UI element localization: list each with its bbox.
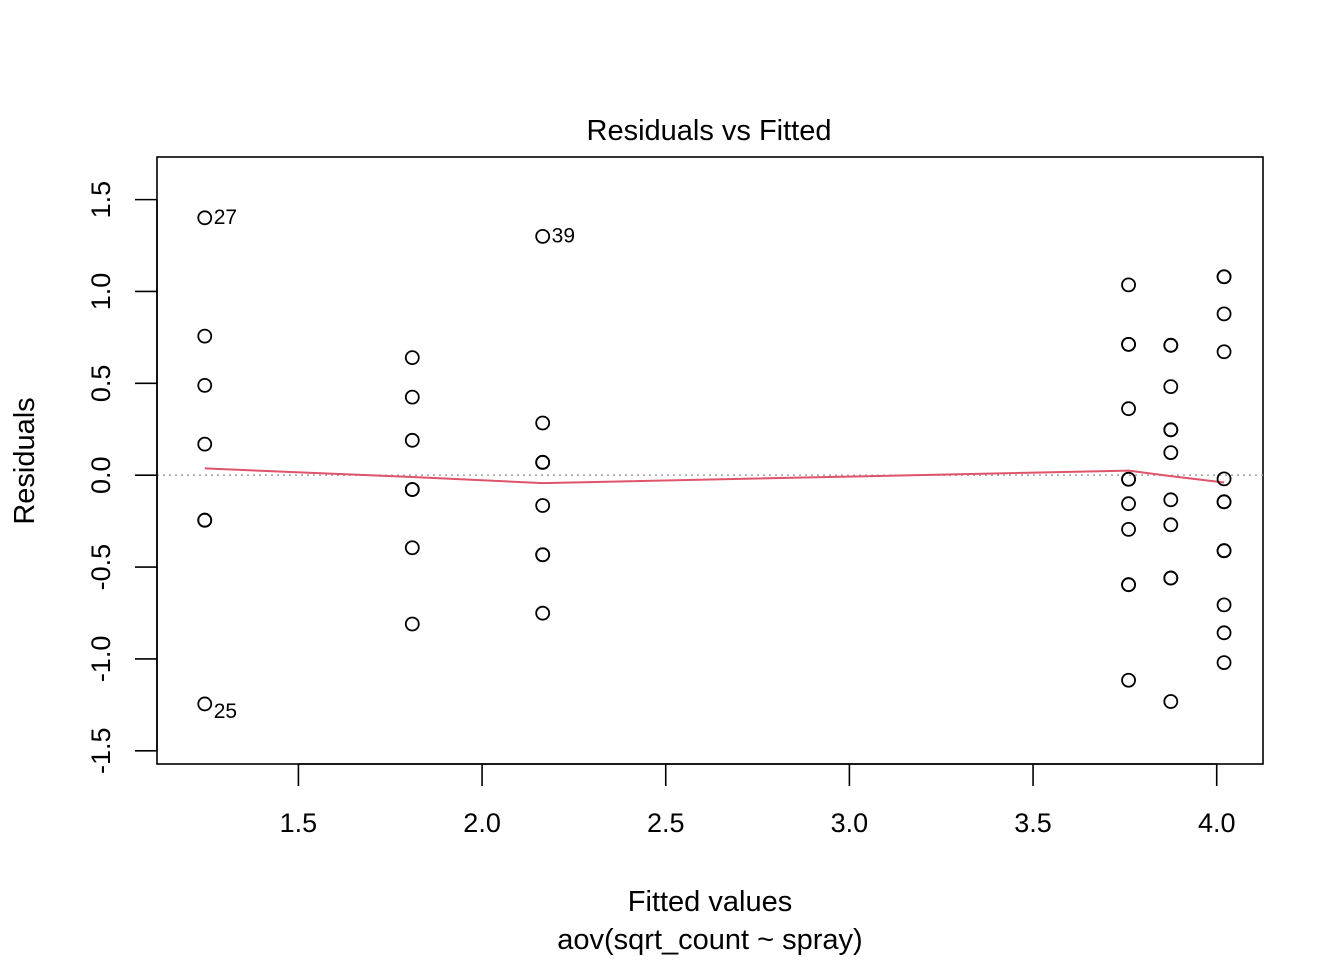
data-point [404, 389, 420, 405]
data-point [404, 432, 420, 448]
data-point [1216, 655, 1232, 670]
data-point [1163, 337, 1179, 353]
data-point [197, 377, 213, 393]
data-point [1121, 577, 1136, 593]
x-tick-label: 3.5 [1014, 808, 1052, 838]
data-point [1121, 672, 1136, 688]
data-point [1216, 306, 1232, 322]
data-point [1163, 422, 1179, 438]
data-point [1216, 625, 1232, 641]
x-tick-label: 4.0 [1198, 808, 1236, 838]
data-point [535, 498, 551, 513]
data-point [1216, 494, 1232, 510]
data-point [404, 350, 420, 366]
data-point [1121, 336, 1136, 352]
y-tick-label: -1.5 [86, 728, 116, 775]
data-point [535, 454, 551, 470]
plot-frame [156, 156, 1264, 765]
data-point [535, 547, 551, 563]
data-point [404, 540, 420, 556]
data-point [1216, 269, 1232, 285]
point-label: 39 [552, 224, 575, 247]
y-tick-label: 0.0 [86, 456, 116, 494]
data-point [197, 512, 213, 528]
y-axis-title: Residuals [9, 397, 41, 524]
y-tick-label: 1.5 [86, 181, 116, 219]
data-point [1163, 570, 1179, 586]
data-point [1163, 379, 1179, 395]
point-label: 27 [214, 206, 237, 229]
data-point [197, 696, 213, 712]
chart-subtitle: aov(sqrt_count ~ spray) [557, 924, 862, 956]
x-tick-label: 1.5 [280, 808, 318, 838]
data-point [1216, 471, 1232, 487]
data-point [1121, 521, 1136, 537]
smooth-line [204, 467, 1225, 485]
data-point [1216, 543, 1232, 559]
data-point [197, 436, 213, 452]
chart-title: Residuals vs Fitted [587, 115, 832, 147]
data-point [1163, 445, 1179, 461]
point-label: 25 [214, 700, 237, 723]
data-point [1163, 517, 1179, 533]
x-tick-label: 2.5 [647, 808, 685, 838]
data-point [535, 415, 551, 431]
y-tick-label: -0.5 [86, 544, 116, 591]
data-point [1216, 597, 1232, 613]
data-point [535, 605, 551, 621]
data-point [1121, 401, 1136, 417]
data-point [1121, 496, 1136, 512]
data-point [1216, 344, 1232, 360]
data-point [404, 482, 420, 497]
x-axis: 1.5 2.0 2.5 3.0 3.5 4.0 [280, 763, 1236, 838]
points-layer [197, 210, 1232, 712]
smooth-line-layer [204, 467, 1225, 485]
data-point [1163, 694, 1179, 709]
data-point [1163, 492, 1179, 508]
y-tick-label: 1.0 [86, 273, 116, 311]
data-point [197, 210, 213, 226]
y-axis: -1.5 -1.0 -0.5 0.0 0.5 1.0 1.5 [86, 181, 158, 775]
data-point [1121, 471, 1136, 487]
data-point [1121, 277, 1136, 293]
x-tick-label: 3.0 [831, 808, 869, 838]
x-axis-title: Fitted values [628, 886, 792, 918]
data-point [197, 328, 213, 344]
y-tick-label: 0.5 [86, 365, 116, 403]
data-point [535, 228, 551, 244]
y-tick-label: -1.0 [86, 636, 116, 683]
point-labels-layer: 27 25 39 [214, 206, 575, 723]
x-tick-label: 2.0 [463, 808, 501, 838]
data-point [404, 616, 420, 632]
